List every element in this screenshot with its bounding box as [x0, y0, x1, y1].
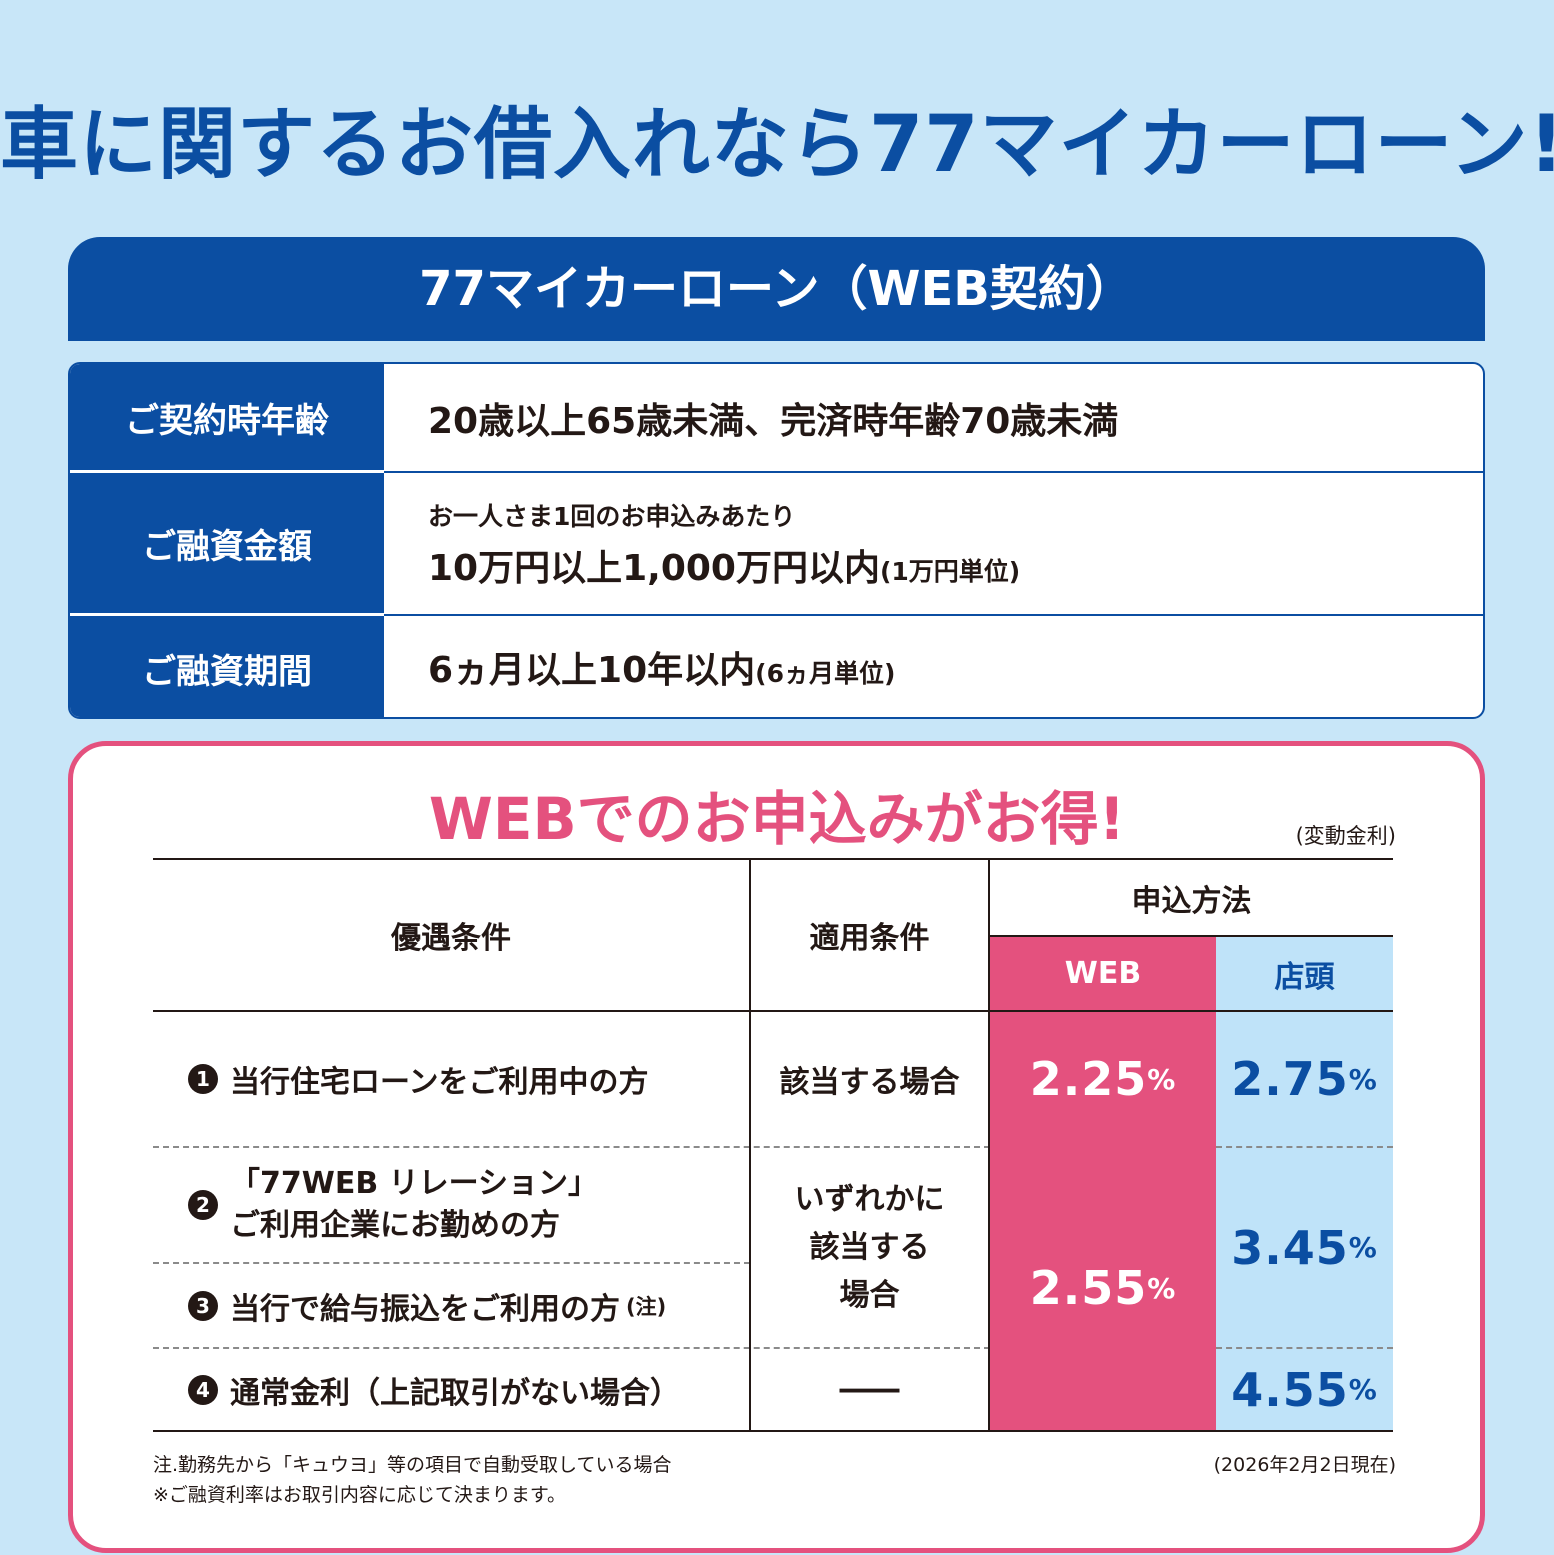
store-rate-row-4: 4.55%: [1216, 1349, 1393, 1430]
rate-value: 2.55: [1029, 1261, 1148, 1315]
table-bottom-rule: [153, 1430, 1393, 1432]
amount-value: お一人さま1回のお申込みあたり 10万円以上1,000万円以内(1万円単位): [384, 473, 1483, 614]
header-bottom-rule: [153, 1010, 1393, 1012]
percent-sign: %: [1348, 1373, 1378, 1406]
header-applicable: 適用条件: [809, 921, 930, 956]
store-rate-row-1: 2.75%: [1216, 1012, 1393, 1146]
web-column-bg: [990, 936, 1216, 1430]
spec-table: ご契約時年齢 20歳以上65歳未満、完済時年齢70歳未満 ご融資金額 お一人さま…: [68, 362, 1485, 719]
table-top-rule: [153, 858, 1393, 860]
percent-sign: %: [1348, 1062, 1378, 1096]
number-badge: 3: [188, 1290, 218, 1321]
web-rate-row-1: 2.25%: [990, 1012, 1216, 1146]
row-divider: [1216, 1347, 1393, 1349]
amount-label: ご融資金額: [70, 473, 384, 614]
rate-value: 2.25: [1029, 1052, 1148, 1106]
condition-label: 当行住宅ローンをご利用中の方: [230, 1065, 649, 1100]
header-method: 申込方法: [1131, 883, 1252, 919]
amount-value-text: 10万円以上1,000万円以内: [428, 547, 880, 589]
footnote-1: 注.勤務先から「キュウヨ」等の項目で自動受取している場合: [153, 1454, 672, 1476]
condition-label: 当行で給与振込をご利用の方: [230, 1291, 620, 1327]
column-rule: [749, 858, 751, 1432]
page-title: 車に関するお借入れなら77マイカーローン!: [0, 100, 1554, 190]
condition-note: (注): [626, 1294, 667, 1319]
amount-main: 10万円以上1,000万円以内(1万円単位): [428, 539, 1483, 591]
divider: [384, 614, 1483, 616]
web-rate-group: 2.55%: [990, 1148, 1216, 1428]
age-value-text: 20歳以上65歳未満、完済時年齢70歳未満: [428, 400, 1119, 442]
condition-row-2: 2 「77WEB リレーション」 ご利用企業にお勤めの方: [188, 1148, 748, 1262]
rate-value: 2.75: [1231, 1052, 1349, 1106]
divider: [70, 613, 384, 616]
number-badge: 4: [188, 1374, 218, 1405]
percent-sign: %: [1147, 1271, 1177, 1305]
number-badge: 2: [188, 1190, 218, 1220]
applicable-row-4: ――: [839, 1372, 900, 1407]
percent-sign: %: [1348, 1231, 1378, 1264]
applicable-group: いずれかに 該当する 場合: [751, 1148, 988, 1347]
row-divider: [153, 1262, 750, 1264]
amount-sub: お一人さま1回のお申込みあたり: [428, 501, 796, 531]
divider: [70, 470, 384, 473]
period-value: 6ヵ月以上10年以内(6ヵ月単位): [384, 616, 1483, 717]
product-header: 77マイカーローン（WEB契約）: [68, 237, 1485, 341]
period-main: 6ヵ月以上10年以内(6ヵ月単位): [428, 641, 1483, 693]
condition-row-3: 3 当行で給与振込をご利用の方 (注): [188, 1264, 748, 1347]
condition-row-1: 1 当行住宅ローンをご利用中の方: [188, 1012, 748, 1146]
column-rule: [988, 858, 990, 1432]
as-of-date: (2026年2月2日現在): [1213, 1454, 1396, 1476]
condition-label-line2: ご利用企業にお勤めの方: [230, 1208, 560, 1243]
condition-label-line1: 「77WEB リレーション」: [230, 1166, 599, 1201]
amount-unit: (1万円単位): [879, 556, 1021, 586]
applicable-line: 場合: [839, 1277, 900, 1313]
age-label: ご契約時年齢: [70, 364, 384, 471]
row-divider: [153, 1146, 990, 1148]
method-sub-rule: [990, 935, 1393, 937]
applicable-line: いずれかに: [794, 1181, 945, 1217]
rate-value: 3.45: [1231, 1220, 1349, 1275]
condition-row-4: 4 通常金利（上記取引がない場合）: [188, 1349, 748, 1430]
condition-label: 通常金利（上記取引がない場合）: [230, 1375, 680, 1411]
age-value: 20歳以上65歳未満、完済時年齢70歳未満: [384, 364, 1483, 471]
divider: [384, 471, 1483, 473]
web-benefit-title: WEBでのお申込みがお得!: [428, 785, 1126, 853]
store-rate-group: 3.45%: [1216, 1148, 1393, 1347]
period-value-text: 6ヵ月以上10年以内: [428, 649, 756, 691]
header-store: 店頭: [1274, 959, 1335, 995]
applicable-line: 該当する: [809, 1229, 930, 1265]
period-unit: (6ヵ月単位): [755, 658, 896, 688]
footnote-2: ※ご融資利率はお取引内容に応じて決まります。: [153, 1484, 567, 1506]
header-condition: 優遇条件: [391, 921, 511, 956]
applicable-row-1: 該当する場合: [779, 1065, 960, 1100]
header-web: WEB: [1064, 956, 1142, 991]
rate-value: 4.55: [1231, 1362, 1349, 1417]
condition-label: 「77WEB リレーション」 ご利用企業にお勤めの方: [230, 1163, 598, 1247]
rate-type: (変動金利): [1295, 824, 1396, 848]
number-badge: 1: [188, 1064, 218, 1094]
row-divider: [1216, 1146, 1393, 1148]
period-label: ご融資期間: [70, 616, 384, 717]
row-divider: [153, 1347, 990, 1349]
percent-sign: %: [1147, 1062, 1177, 1096]
